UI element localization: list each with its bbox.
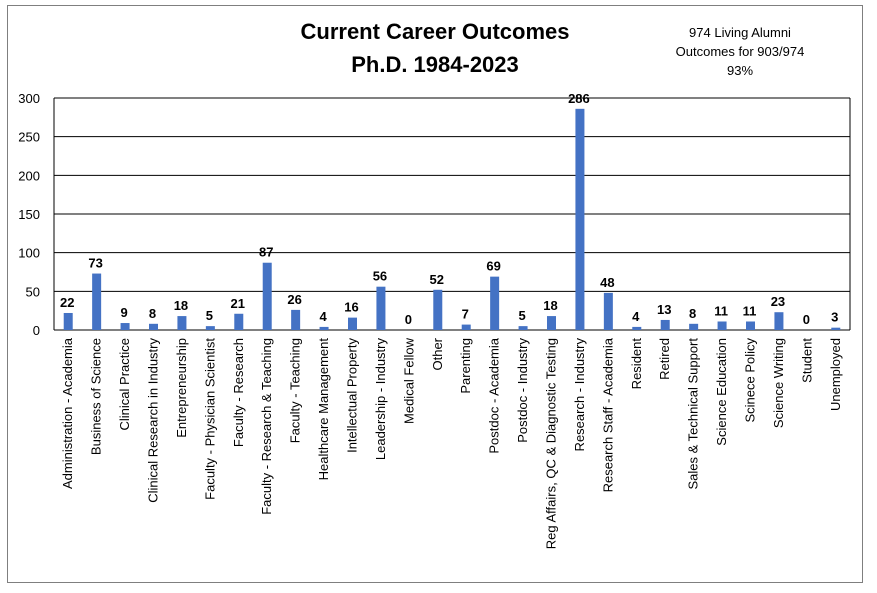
bar bbox=[149, 323, 158, 330]
bar bbox=[177, 316, 187, 330]
data-label: 16 bbox=[344, 300, 358, 315]
y-tick-label: 300 bbox=[18, 91, 40, 106]
bar bbox=[63, 312, 73, 330]
x-tick-label: Medical Fellow bbox=[401, 337, 416, 424]
bar bbox=[575, 108, 585, 331]
data-label: 73 bbox=[88, 256, 102, 271]
x-tick-label: Research Staff - Academia bbox=[600, 337, 615, 492]
data-label: 286 bbox=[568, 91, 590, 106]
chart-subtitle: Ph.D. 1984-2023 bbox=[351, 52, 519, 77]
bar bbox=[234, 313, 244, 330]
data-label: 13 bbox=[657, 302, 671, 317]
x-tick-label: Unemployed bbox=[828, 338, 843, 411]
data-label: 0 bbox=[405, 312, 412, 327]
y-tick-label: 100 bbox=[18, 246, 40, 261]
x-tick-label: Sales & Technical Support bbox=[686, 338, 701, 490]
data-label: 23 bbox=[771, 294, 785, 309]
chart-title: Current Career Outcomes bbox=[300, 19, 570, 44]
data-label: 26 bbox=[287, 292, 301, 307]
bar bbox=[205, 326, 215, 330]
bar bbox=[433, 289, 443, 330]
x-tick-label: Leadership - Industry bbox=[373, 338, 388, 461]
x-tick-label: Business of Science bbox=[89, 338, 104, 455]
bar bbox=[376, 286, 386, 330]
x-tick-label: Faculty - Physician Scientist bbox=[202, 338, 217, 500]
x-tick-label: Intellectual Property bbox=[345, 338, 360, 453]
x-tick-label: Student bbox=[799, 338, 814, 383]
x-tick-label: Science Education bbox=[714, 338, 729, 446]
data-label: 4 bbox=[632, 309, 640, 324]
data-label: 52 bbox=[430, 272, 444, 287]
y-tick-label: 150 bbox=[18, 207, 40, 222]
x-tick-label: Clinical Research in Industry bbox=[146, 338, 161, 503]
x-tick-label: Reg Affairs, QC & Diagnostic Testing bbox=[544, 338, 559, 549]
bar bbox=[518, 326, 528, 330]
x-tick-label: Faculty - Research & Teaching bbox=[259, 338, 274, 515]
bar bbox=[717, 321, 727, 330]
data-label: 7 bbox=[462, 307, 469, 322]
bar bbox=[603, 292, 613, 330]
data-label: 5 bbox=[206, 308, 213, 323]
bar bbox=[348, 317, 357, 330]
bar bbox=[746, 321, 755, 330]
bar bbox=[547, 316, 556, 330]
data-label: 8 bbox=[149, 306, 156, 321]
x-tick-label: Research - Industry bbox=[572, 338, 587, 452]
x-tick-label: Science Writing bbox=[771, 338, 786, 428]
bar bbox=[92, 273, 102, 330]
x-tick-label: Faculty - Research bbox=[231, 338, 246, 447]
x-tick-label: Entrepreneurship bbox=[174, 338, 189, 438]
data-label: 0 bbox=[803, 312, 810, 327]
bar bbox=[774, 312, 784, 330]
data-label: 11 bbox=[743, 303, 757, 318]
data-label: 5 bbox=[518, 308, 525, 323]
x-tick-label: Clinical Practice bbox=[117, 338, 132, 430]
bar bbox=[490, 276, 500, 330]
x-tick-label: Postdoc - Industry bbox=[515, 338, 530, 443]
data-label: 11 bbox=[714, 303, 728, 318]
data-label: 8 bbox=[689, 306, 696, 321]
x-tick-label: Retired bbox=[657, 338, 672, 380]
x-tick-label: Administration - Academia bbox=[60, 337, 75, 489]
data-label: 18 bbox=[174, 298, 188, 313]
x-tick-label: Postdoc - Academia bbox=[487, 337, 502, 453]
y-tick-label: 250 bbox=[18, 130, 40, 145]
annotation-outcomes: Outcomes for 903/974 bbox=[675, 44, 805, 59]
x-tick-label: Parenting bbox=[458, 338, 473, 394]
data-label: 9 bbox=[120, 305, 127, 320]
data-label: 18 bbox=[543, 298, 557, 313]
x-tick-label: Other bbox=[430, 337, 445, 370]
bar bbox=[319, 326, 329, 330]
bar bbox=[632, 326, 642, 330]
bar bbox=[120, 323, 130, 330]
bar bbox=[461, 324, 471, 330]
bar bbox=[831, 327, 841, 330]
data-label: 3 bbox=[831, 310, 838, 325]
annotation-alumni: 974 Living Alumni bbox=[689, 25, 791, 40]
annotation-percent: 93% bbox=[726, 63, 754, 78]
bar bbox=[689, 323, 699, 330]
y-tick-label: 50 bbox=[26, 284, 40, 299]
data-label: 22 bbox=[60, 295, 74, 310]
data-label: 21 bbox=[231, 296, 245, 311]
x-tick-label: Resident bbox=[629, 338, 644, 390]
data-label: 4 bbox=[319, 309, 327, 324]
data-label: 87 bbox=[259, 245, 273, 260]
x-tick-label: Scinece Policy bbox=[743, 338, 758, 423]
bar bbox=[660, 319, 670, 330]
bar bbox=[291, 309, 301, 330]
y-tick-label: 0 bbox=[33, 323, 40, 338]
data-label: 56 bbox=[373, 269, 387, 284]
data-label: 48 bbox=[600, 275, 614, 290]
bar bbox=[262, 262, 272, 330]
data-label: 69 bbox=[486, 259, 500, 274]
y-tick-label: 200 bbox=[18, 168, 40, 183]
x-tick-label: Faculty - Teaching bbox=[288, 338, 303, 443]
x-tick-label: Healthcare Management bbox=[316, 338, 331, 481]
